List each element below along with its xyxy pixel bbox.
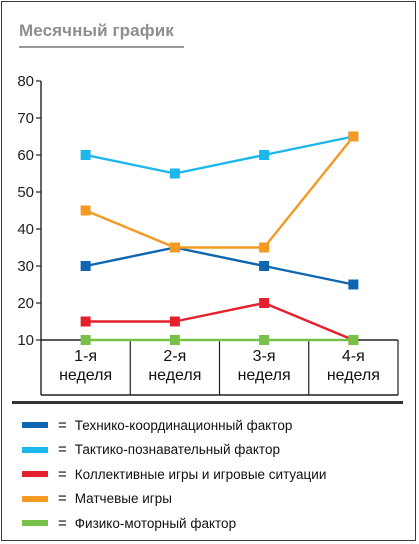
data-point (259, 335, 270, 345)
data-point (169, 316, 180, 327)
data-point (259, 298, 270, 308)
y-tick-label: 40 (17, 221, 34, 238)
category-label: 4-я (342, 348, 365, 365)
y-tick-label: 60 (17, 147, 34, 164)
legend-swatch (22, 422, 48, 429)
data-point (259, 150, 270, 160)
legend-label: Технико-координационный фактор (74, 417, 293, 433)
data-point (348, 335, 359, 345)
series-line-3 (85, 301, 354, 342)
chart-title: Месячный график (19, 21, 174, 40)
legend-item: = Матчевые игры (22, 487, 407, 512)
category-label: неделя (59, 367, 112, 384)
legend-label: Коллективные игры и игровые ситуации (74, 466, 327, 482)
legend-label: Матчевые игры (74, 491, 172, 507)
series-line-2 (85, 135, 354, 175)
legend-equals-sign: = (58, 514, 67, 532)
legend-label: Тактико-познавательный фактор (74, 442, 280, 458)
legend-equals-sign: = (58, 416, 67, 434)
data-point (80, 316, 91, 327)
legend: = Технико-координационный фактор = Тактико-… (22, 413, 407, 536)
category-label: неделя (238, 367, 291, 384)
series-line-1 (85, 246, 354, 286)
y-tick-label: 30 (17, 258, 34, 275)
y-tick-label: 10 (17, 332, 34, 349)
data-point (80, 261, 91, 271)
category-label: 1-я (74, 348, 97, 365)
data-point (169, 242, 180, 253)
legend-item: = Коллективные игры и игровые ситуации (22, 462, 407, 487)
category-label: неделя (148, 367, 201, 384)
category-label: 3-я (253, 348, 276, 365)
y-tick-label: 50 (17, 184, 34, 201)
data-point (169, 168, 180, 179)
legend-swatch (22, 495, 48, 502)
series-line-4 (85, 135, 355, 249)
y-tick-label: 20 (17, 295, 34, 312)
legend-item: = Технико-координационный фактор (22, 413, 407, 438)
legend-swatch (22, 446, 48, 453)
legend-label: Физико-моторный фактор (74, 515, 237, 531)
data-point (80, 335, 91, 345)
legend-equals-sign: = (58, 465, 67, 483)
title-underline (19, 46, 184, 48)
data-point (348, 279, 359, 290)
data-point (259, 261, 270, 271)
line-chart: 10 20 30 40 50 60 70 80 1-я неделя 2-я неделя 3-я нед… (17, 73, 399, 396)
legend-item: = Физико-моторный фактор (22, 511, 407, 536)
data-point (348, 131, 359, 142)
legend-separator (12, 401, 403, 404)
legend-swatch (22, 520, 48, 527)
category-label: неделя (327, 367, 380, 384)
data-point (80, 205, 91, 216)
legend-item: = Тактико-познавательный фактор (22, 438, 407, 463)
y-tick-label: 80 (17, 73, 34, 90)
legend-equals-sign: = (58, 490, 67, 508)
legend-swatch (22, 471, 48, 478)
legend-equals-sign: = (58, 441, 67, 459)
category-label: 2-я (163, 348, 186, 365)
data-point (259, 242, 270, 253)
data-point (169, 335, 180, 345)
y-tick-label: 70 (17, 110, 34, 127)
data-point (80, 150, 91, 160)
